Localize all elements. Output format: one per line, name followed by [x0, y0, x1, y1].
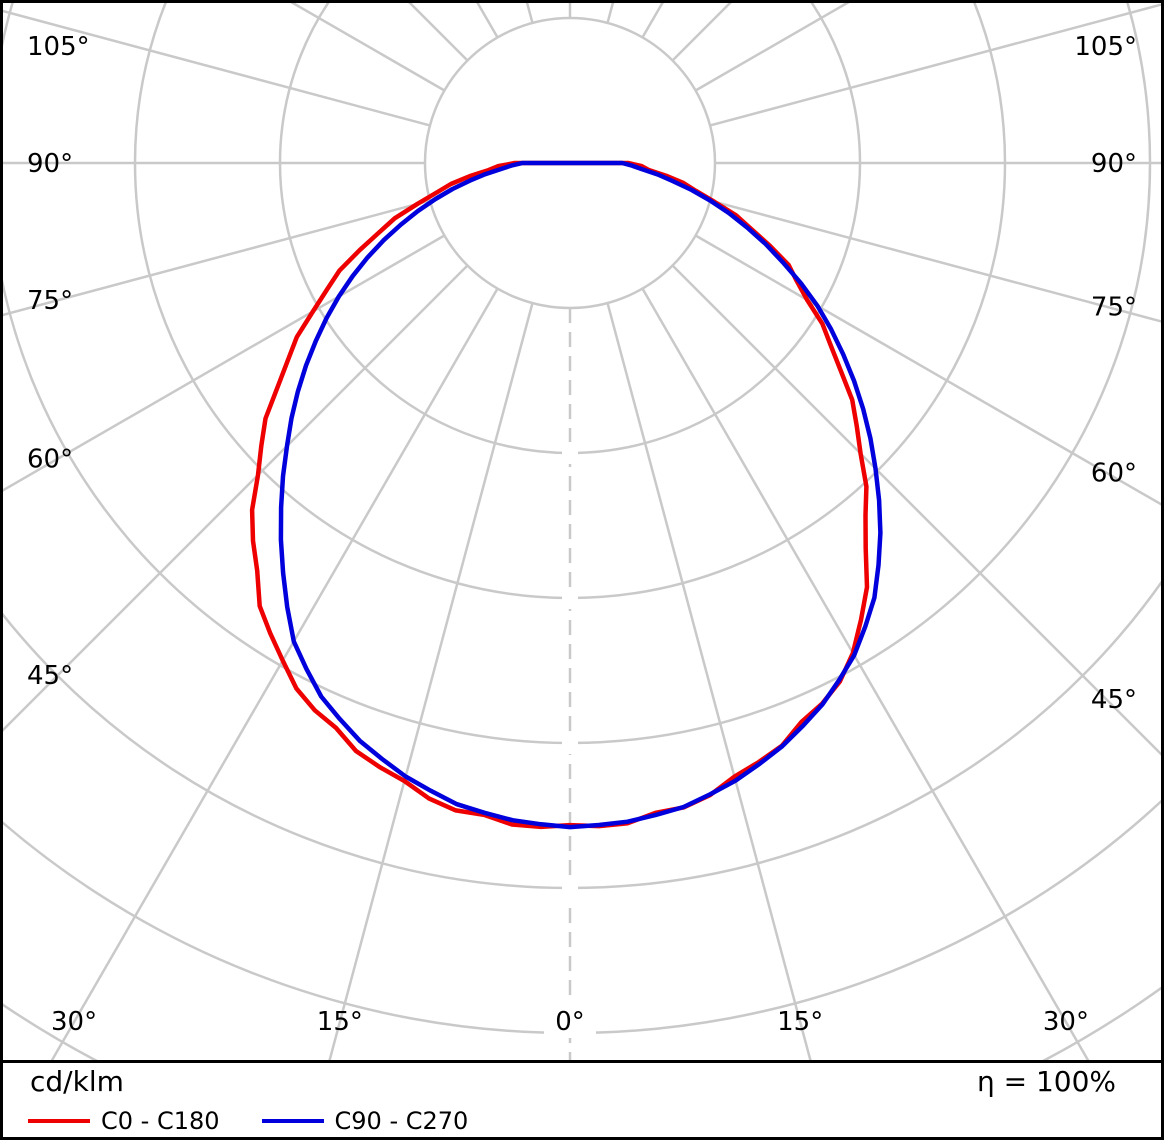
axis-label-gap [562, 732, 578, 754]
angle-label: 15° [317, 1007, 363, 1037]
angle-label: 30° [1043, 1007, 1089, 1037]
angle-label: 75° [27, 286, 73, 316]
axis-label-gap [562, 877, 578, 899]
angle-label: 0° [555, 1007, 585, 1037]
legend-label-c90-c270: C90 - C270 [334, 1107, 469, 1135]
polar-chart: 0° 15° 15° 30° 30° 45° 45° 60° 60° 75° 75° 90° 90° 10… [3, 3, 1161, 1060]
legend-line-c0-c180-icon [28, 1119, 90, 1123]
grid-ray [641, 287, 1090, 1060]
grid-ray [671, 264, 1161, 756]
curve-c90-c270 [278, 160, 883, 830]
unit-label: cd/klm [30, 1065, 124, 1098]
angle-label: 90° [27, 149, 73, 179]
angle-label: 105° [1074, 32, 1137, 62]
grid-ray [3, 234, 446, 492]
grid-ray [3, 9, 431, 127]
curve-c0-c180 [249, 160, 870, 830]
angle-label: 105° [27, 32, 90, 62]
grid-ray [3, 264, 469, 732]
footer-top-row: cd/klm η = 100% [30, 1065, 1116, 1098]
angle-label: 90° [1091, 149, 1137, 179]
angle-label: 45° [27, 661, 73, 691]
legend: C0 - C180 C90 - C270 [28, 1109, 510, 1133]
grid-ray [709, 199, 1161, 323]
chart-footer: cd/klm η = 100% C0 - C180 C90 - C270 [3, 1060, 1161, 1137]
angle-label: 30° [51, 1007, 97, 1037]
grid-ring [3, 580, 1161, 890]
angle-label: 60° [1091, 458, 1137, 488]
axis-label-gap [544, 1004, 596, 1038]
efficiency-label: η = 100% [976, 1065, 1116, 1098]
angle-label: 75° [1091, 293, 1137, 323]
grid-ring [3, 3, 1152, 745]
grid-ray [50, 287, 499, 1060]
grid-ring [3, 799, 1161, 1034]
angle-label: 45° [1091, 685, 1137, 715]
chart-area: 0° 15° 15° 30° 30° 45° 45° 60° 60° 75° 75° 90° 90° 10… [3, 3, 1161, 1060]
grid-ray [606, 302, 812, 1060]
grid-ray [328, 302, 534, 1060]
axis-label-gap [562, 442, 578, 464]
legend-line-c90-c270-icon [261, 1119, 324, 1123]
angle-label: 60° [27, 445, 73, 475]
grid-ray [3, 199, 431, 317]
grid-ray [709, 3, 1161, 127]
legend-label-c0-c180: C0 - C180 [101, 1107, 220, 1135]
axis-label-gap [562, 587, 578, 609]
angle-label: 15° [777, 1007, 823, 1037]
grid-ray [694, 234, 1161, 506]
